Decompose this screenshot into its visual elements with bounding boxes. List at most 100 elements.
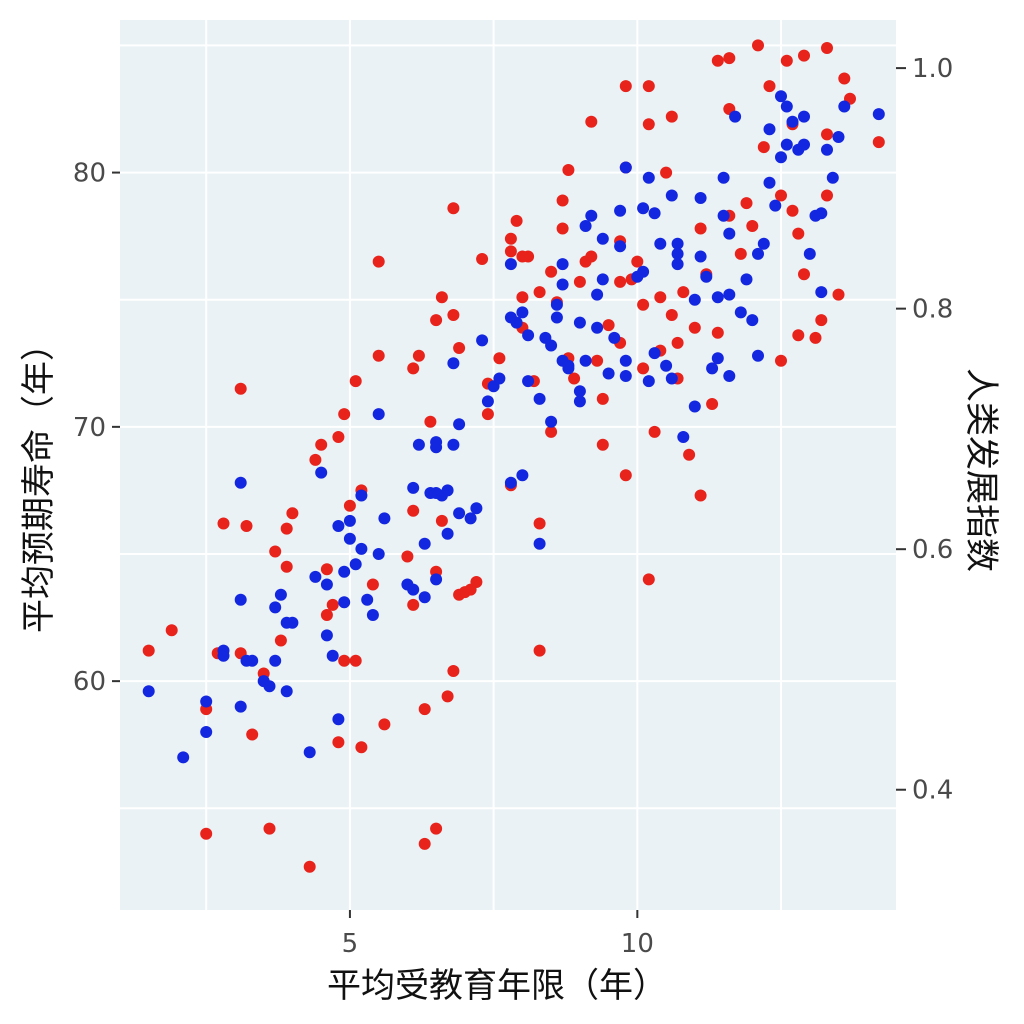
data-point-series-1 [665,110,678,123]
data-point-series-2 [550,298,563,311]
data-point-series-2 [338,596,351,609]
data-point-series-2 [591,321,604,334]
y-tick-label: 70 [73,413,106,443]
data-point-series-1 [757,141,770,154]
data-point-series-1 [798,268,810,281]
data-point-series-1 [752,39,764,52]
data-point-series-2 [579,220,592,232]
data-point-series-2 [412,438,425,451]
data-point-series-1 [372,349,385,362]
data-point-series-1 [821,189,833,202]
data-point-series-2 [407,583,420,596]
data-point-series-1 [435,514,448,527]
data-point-series-1 [372,255,385,268]
data-point-series-2 [775,90,787,103]
data-point-series-1 [602,319,615,332]
data-point-series-2 [349,558,362,571]
data-point-series-1 [522,250,535,263]
data-point-series-2 [372,548,385,560]
data-point-series-2 [614,240,627,253]
y2-tick-label: 1.0 [912,54,953,84]
data-point-series-1 [642,573,655,586]
data-point-series-2 [550,311,563,324]
data-point-series-2 [453,507,466,520]
data-point-series-1 [355,741,368,754]
data-point-series-2 [441,484,454,497]
data-point-series-2 [803,247,816,260]
data-point-series-1 [671,336,684,349]
data-point-series-2 [717,209,730,222]
data-point-series-2 [573,316,586,329]
data-point-series-1 [453,342,466,354]
data-point-series-2 [717,171,730,184]
data-point-series-2 [608,331,621,344]
y2-axis-title: 人类发展指数 [961,368,1001,572]
data-point-series-2 [464,512,477,525]
data-point-series-2 [320,629,333,642]
data-point-series-2 [648,347,661,360]
x-tick-label: 5 [342,929,359,959]
data-point-series-1 [430,822,443,835]
data-point-series-1 [165,624,178,637]
data-point-series-2 [700,270,713,283]
data-point-series-2 [309,570,322,583]
data-point-series-1 [447,309,460,321]
data-point-series-2 [596,232,609,245]
data-point-series-1 [315,438,328,451]
data-point-series-1 [786,204,799,217]
y-tick-label: 60 [73,667,106,697]
data-point-series-1 [504,232,517,245]
data-point-series-2 [654,237,667,250]
data-point-series-2 [556,258,569,271]
data-point-series-2 [763,123,776,136]
data-point-series-1 [545,265,558,278]
data-points [142,39,885,873]
data-point-series-1 [562,164,575,176]
data-point-series-2 [786,115,799,128]
data-point-series-1 [516,291,529,304]
data-point-series-2 [671,247,684,260]
data-point-series-2 [826,171,839,184]
data-point-series-2 [660,359,673,372]
data-point-series-1 [746,220,759,232]
data-point-series-1 [585,250,598,263]
x-axis-title: 平均受教育年限（年） [327,966,667,1006]
data-point-series-2 [671,237,684,250]
data-point-series-2 [838,100,851,113]
data-point-series-2 [821,143,833,156]
data-point-series-1 [470,576,483,588]
data-point-series-1 [872,136,885,149]
x-tick-label: 10 [621,929,654,959]
data-point-series-1 [688,321,701,334]
data-point-series-2 [832,131,845,143]
data-point-series-2 [234,593,247,606]
data-point-series-1 [821,42,833,54]
data-point-series-2 [573,385,586,398]
data-point-series-2 [343,514,356,527]
data-point-series-1 [631,255,644,268]
data-point-series-2 [740,273,753,286]
data-point-series-1 [447,665,460,677]
data-point-series-2 [274,588,287,601]
data-point-series-1 [556,194,569,207]
data-point-series-2 [562,359,575,372]
data-point-series-2 [332,520,345,532]
data-point-series-1 [568,372,581,385]
data-point-series-2 [366,609,379,621]
data-point-series-2 [430,573,443,586]
data-point-series-1 [619,80,632,93]
data-point-series-2 [763,176,776,189]
data-point-series-1 [338,408,351,421]
data-point-series-1 [792,329,805,342]
data-point-series-2 [286,616,299,629]
data-point-series-1 [401,550,414,563]
data-point-series-2 [177,751,190,764]
data-point-series-2 [441,527,454,540]
data-point-series-1 [476,253,489,265]
plot-background [120,20,896,910]
data-point-series-2 [361,593,374,606]
data-point-series-1 [378,718,391,731]
data-point-series-1 [677,286,690,299]
data-point-series-2 [694,192,707,204]
data-point-series-1 [343,499,356,512]
